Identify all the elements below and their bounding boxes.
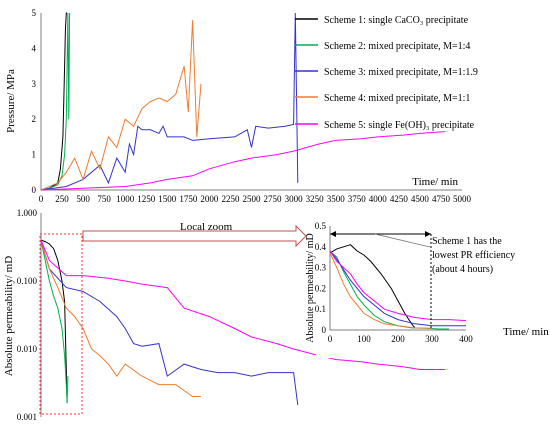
inset-y-tick-label: 0.3 (315, 263, 327, 273)
pressure-series-scheme-2 (40, 12, 71, 191)
local-zoom-arrow (82, 224, 307, 248)
pressure-y-axis-label: Pressure/ MPa (5, 69, 17, 133)
pressure-series-scheme-3 (40, 12, 299, 191)
inset-x-tick-label: 400 (459, 334, 473, 344)
inset-y-tick-labels: 0 0.1 0.2 0.3 0.4 0.5 (315, 221, 327, 335)
pressure-x-tick-label: 2500 (243, 194, 262, 204)
inset-efficiency-marker (330, 231, 432, 330)
inset-series-scheme-1 (329, 244, 416, 329)
legend-item-scheme-2: Scheme 2: mixed precipitate, M=1:4 (295, 41, 470, 52)
pressure-y-tick-label: 5 (32, 8, 37, 18)
pressure-series-group (40, 12, 446, 191)
pressure-x-tick-label: 1250 (137, 194, 156, 204)
pressure-y-tick-label: 0 (32, 185, 37, 195)
inset-x-tick-labels: 0 100 200 300 400 (328, 334, 474, 344)
inset-series-scheme-5 (329, 250, 467, 322)
pressure-x-tick-label: 2250 (221, 194, 240, 204)
local-zoom-label: Local zoom (180, 221, 233, 233)
permeability-series-scheme-3 (40, 239, 299, 406)
pressure-x-tick-label: 4250 (390, 194, 409, 204)
permeability-series-scheme-2 (40, 239, 69, 404)
inset-chart: 0 0.1 0.2 0.3 0.4 0.5 0 100 200 300 400 Absolute … (305, 218, 549, 358)
inset-note-line-1: Scheme 1 has the (432, 236, 502, 247)
permeability-y-tick-label: 0.001 (17, 412, 37, 422)
permeability-series-scheme-1 (40, 239, 68, 404)
pressure-x-tick-label: 500 (76, 194, 90, 204)
pressure-x-tick-label: 1500 (158, 194, 177, 204)
pressure-x-tick-label: 0 (39, 194, 44, 204)
inset-y-tick-label: 0.1 (315, 304, 326, 314)
inset-x-tick-label: 0 (328, 334, 333, 344)
inset-series-scheme-3 (329, 250, 466, 327)
pressure-x-tick-label: 3000 (285, 194, 304, 204)
pressure-x-tick-label: 1000 (116, 194, 135, 204)
pressure-y-tick-label: 3 (32, 79, 37, 89)
zoom-region-box (39, 233, 83, 415)
inset-x-tick-label: 100 (357, 334, 371, 344)
pressure-x-tick-label: 4750 (432, 194, 451, 204)
permeability-series-scheme-5 (40, 239, 446, 370)
inset-x-axis-label: Time/ min (503, 326, 549, 338)
permeability-series-scheme-4 (40, 239, 201, 397)
legend-item-scheme-5: Scheme 5: single Fe(OH)₃ precipitate (295, 120, 475, 131)
pressure-x-tick-label: 4000 (369, 194, 388, 204)
pressure-x-tick-label: 1750 (179, 194, 198, 204)
inset-y-axis-label: Absolute permeability/ mD (305, 233, 316, 342)
pressure-x-tick-label: 2000 (200, 194, 219, 204)
inset-note-line-3: (about 4 hours) (432, 264, 493, 275)
permeability-y-tick-label: 1.000 (17, 208, 38, 218)
pressure-y-tick-label: 4 (32, 43, 37, 53)
legend-label-scheme-4: Scheme 4: mixed precipitate, M=1:1 (324, 93, 470, 104)
pressure-x-axis-label: Time/ min (412, 176, 458, 188)
legend-item-scheme-4: Scheme 4: mixed precipitate, M=1:1 (295, 93, 470, 104)
inset-x-tick-label: 200 (391, 334, 405, 344)
pressure-x-tick-label: 3750 (348, 194, 367, 204)
permeability-y-axis-label: Absolute permeability/ mD (3, 256, 15, 376)
legend-label-scheme-2: Scheme 2: mixed precipitate, M=1:4 (324, 41, 470, 52)
pressure-y-tick-label: 1 (32, 150, 37, 160)
inset-y-tick-label: 0.5 (315, 221, 327, 231)
legend-item-scheme-1: Scheme 1: single CaCO₃ precipitate (295, 15, 469, 26)
permeability-y-tick-label: 0.010 (17, 344, 38, 354)
inset-x-tick-label: 300 (425, 334, 439, 344)
pressure-series-scheme-4 (40, 20, 202, 191)
inset-y-tick-label: 0.4 (315, 242, 327, 252)
inset-note-line-2: lowest PR efficiency (432, 250, 515, 261)
inset-y-tick-label: 0.2 (315, 283, 326, 293)
pressure-x-tick-labels: 0 250 500 750 1000 1250 1500 1750 2000 2250 2500 27… (39, 194, 472, 204)
pressure-x-tick-label: 2750 (264, 194, 283, 204)
inset-series-group (329, 244, 467, 330)
legend-label-scheme-3: Scheme 3: mixed precipitate, M=1:1.9 (324, 67, 478, 78)
pressure-chart: 0 1 2 3 4 5 0 250 500 750 1000 1250 1500 1750 2000 225… (5, 8, 472, 204)
pressure-x-tick-label: 3500 (327, 194, 346, 204)
pressure-x-tick-label: 750 (97, 194, 111, 204)
legend-item-scheme-3: Scheme 3: mixed precipitate, M=1:1.9 (295, 67, 478, 78)
inset-y-tick-label: 0 (322, 325, 327, 335)
pressure-x-tick-label: 4500 (411, 194, 430, 204)
pressure-x-tick-label: 5000 (453, 194, 472, 204)
inset-series-scheme-4 (329, 252, 433, 329)
pressure-series-scheme-5 (40, 131, 446, 191)
legend-label-scheme-1: Scheme 1: single CaCO₃ precipitate (324, 15, 469, 26)
pressure-y-tick-label: 2 (32, 114, 37, 124)
pressure-x-tick-label: 3250 (306, 194, 325, 204)
legend-label-scheme-5: Scheme 5: single Fe(OH)₃ precipitate (324, 120, 475, 131)
legend: Scheme 1: single CaCO₃ precipitate Schem… (295, 15, 478, 131)
inset-background (316, 218, 548, 358)
permeability-y-tick-labels: 0.001 0.010 0.100 1.000 (17, 208, 38, 422)
permeability-series-group (40, 239, 446, 406)
pressure-series-scheme-1 (40, 12, 68, 191)
permeability-y-tick-label: 0.100 (17, 276, 38, 286)
pressure-y-tick-labels: 0 1 2 3 4 5 (32, 8, 37, 195)
pressure-x-tick-label: 250 (55, 194, 69, 204)
